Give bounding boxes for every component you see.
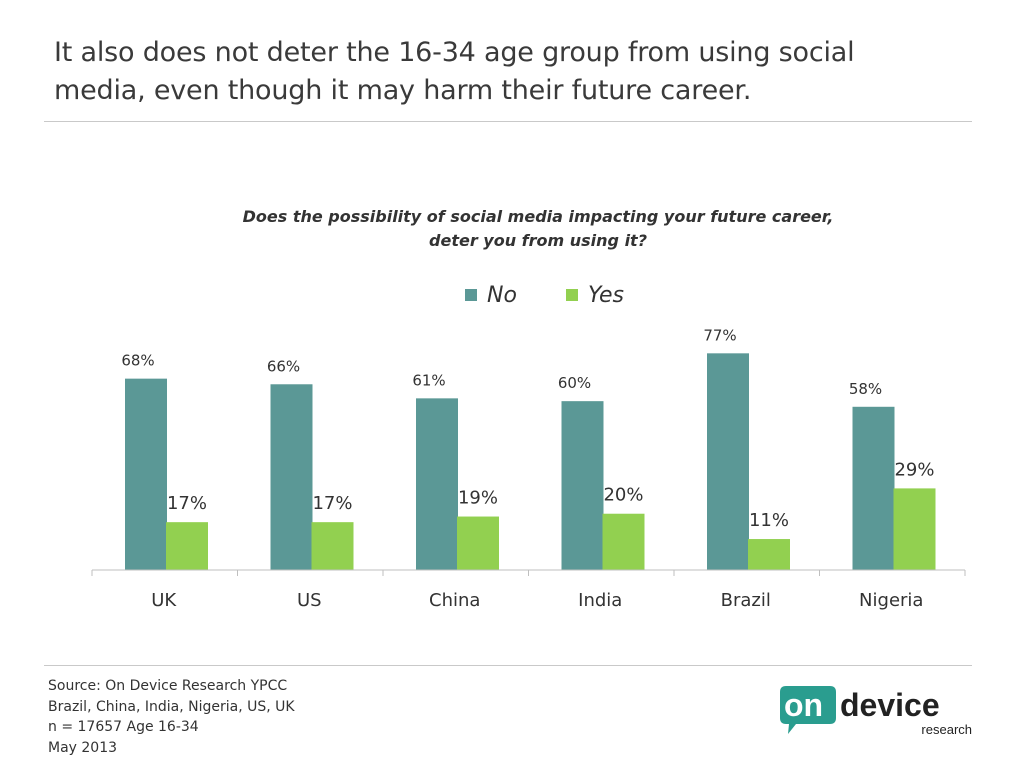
data-label-no-india: 60% xyxy=(558,374,591,392)
bar-yes-india xyxy=(602,513,645,570)
data-label-no-us: 66% xyxy=(267,357,300,375)
chart-legend: No Yes xyxy=(465,283,624,308)
x-tick-label-brazil: Brazil xyxy=(721,590,771,611)
data-label-no-china: 61% xyxy=(412,371,445,389)
logo-device: device xyxy=(840,687,940,723)
data-label-no-nigeria: 58% xyxy=(849,380,882,398)
bar-yes-us xyxy=(311,522,354,570)
footer-divider xyxy=(44,665,972,666)
data-label-yes-china: 19% xyxy=(458,488,498,509)
sample-size-line: n = 17657 Age 16-34 xyxy=(48,719,199,735)
bar-chart: Does the possibility of social media imp… xyxy=(91,207,966,611)
bar-yes-nigeria xyxy=(893,488,936,570)
bar-no-brazil xyxy=(707,353,749,570)
bar-no-china xyxy=(416,398,458,570)
chart-bars: 68% 17% 66% 17% 61% 19% 60% 20% 77% 11% 58% 29% xyxy=(121,326,936,570)
x-tick-label-china: China xyxy=(429,590,480,611)
legend-label-yes: Yes xyxy=(588,283,624,308)
data-label-no-uk: 68% xyxy=(121,352,154,370)
chart-title-line: Does the possibility of social media imp… xyxy=(243,207,834,226)
date-line: May 2013 xyxy=(48,739,118,756)
x-tick-label-us: US xyxy=(297,590,322,611)
bar-yes-china xyxy=(457,516,499,570)
data-label-yes-india: 20% xyxy=(603,485,643,506)
source-notes: Source: On Device Research YPCC Brazil, … xyxy=(48,676,295,758)
legend-swatch-no xyxy=(465,289,477,301)
source-line: Source: On Device Research YPCC xyxy=(48,678,288,694)
x-tick-label-uk: UK xyxy=(151,590,177,611)
speech-bubble-icon xyxy=(780,686,836,734)
chart-title: Does the possibility of social media imp… xyxy=(243,207,834,250)
x-axis: UK US China India Brazil Nigeria xyxy=(91,569,966,611)
title-divider xyxy=(44,121,972,122)
x-tick-label-nigeria: Nigeria xyxy=(859,590,923,611)
bar-yes-brazil xyxy=(748,539,790,570)
data-label-yes-us: 17% xyxy=(312,493,352,514)
logo-research: research xyxy=(921,722,972,737)
bar-no-india xyxy=(561,401,604,570)
data-label-yes-nigeria: 29% xyxy=(894,459,934,480)
x-tick-label-india: India xyxy=(578,590,622,611)
bar-no-nigeria xyxy=(852,406,895,570)
on-device-research-logo: on device research xyxy=(780,686,972,737)
bar-no-us xyxy=(270,384,313,570)
logo-on: on xyxy=(784,687,823,723)
countries-line: Brazil, China, India, Nigeria, US, UK xyxy=(48,698,295,715)
data-label-yes-uk: 17% xyxy=(167,493,207,514)
bar-no-uk xyxy=(125,378,167,570)
legend-label-no: No xyxy=(487,283,517,308)
slide-title: It also does not deter the 16-34 age gro… xyxy=(54,37,855,106)
chart-title-line: deter you from using it? xyxy=(429,231,647,250)
bar-yes-uk xyxy=(166,522,208,570)
data-label-yes-brazil: 11% xyxy=(749,510,789,531)
legend-swatch-yes xyxy=(566,289,578,301)
data-label-no-brazil: 77% xyxy=(703,326,736,344)
